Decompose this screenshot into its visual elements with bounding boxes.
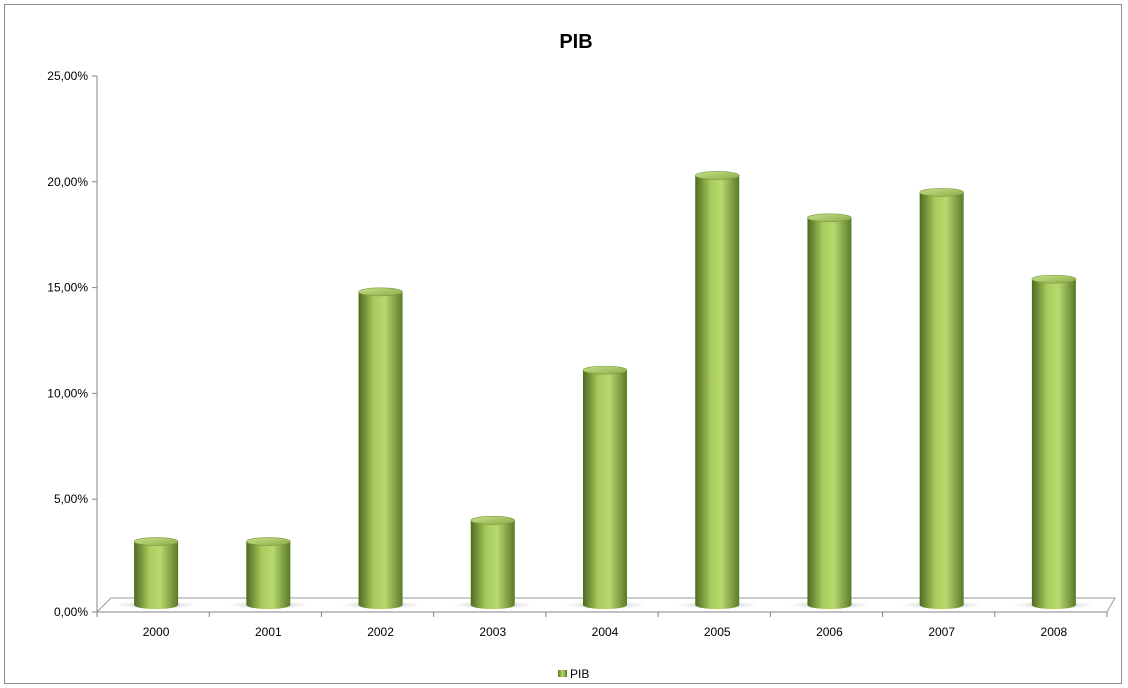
legend: PIB (558, 667, 589, 681)
legend-swatch (558, 670, 567, 677)
y-tick-label: 5,00% (54, 492, 88, 506)
bar-2005 (675, 171, 760, 609)
bar-body (358, 291, 403, 609)
x-tick-label: 2007 (928, 625, 955, 639)
bar-2002 (338, 287, 423, 609)
x-axis-tick-labels: 2000 2001 2002 2003 2004 2005 2006 2007 2008 (143, 625, 1068, 639)
bar-cap (807, 213, 852, 223)
bars (114, 171, 1096, 609)
y-tick-label: 15,00% (47, 281, 88, 295)
bar-body (470, 520, 515, 609)
bar-body (134, 541, 179, 609)
legend-label-pib: PIB (570, 667, 589, 681)
x-tick-label: 2000 (143, 625, 170, 639)
y-tick-label: 0,00% (54, 605, 88, 619)
x-tick-label: 2006 (816, 625, 843, 639)
x-tick-label: 2002 (367, 625, 394, 639)
bar-cap (358, 287, 403, 297)
bar-cap (582, 365, 628, 375)
chart-frame: PIB 0,00% 5,00% 10,00% 15,00% 20,00% 25,00% 2… (4, 4, 1122, 684)
bar-2006 (787, 213, 872, 609)
bar-cap (246, 537, 291, 546)
x-tick-label: 2004 (592, 625, 619, 639)
bar-body (919, 192, 964, 609)
x-tick-label: 2005 (704, 625, 731, 639)
y-tick-label: 10,00% (47, 386, 88, 400)
bar-cap (919, 188, 964, 197)
bar-cap (133, 537, 179, 546)
bar-cap (1031, 274, 1077, 284)
bar-2004 (563, 365, 647, 609)
y-tick-label: 20,00% (47, 175, 88, 189)
y-tick-label: 25,00% (47, 69, 88, 83)
bar-2003 (450, 516, 535, 609)
x-tick-label: 2001 (255, 625, 282, 639)
y-axis-tick-labels: 0,00% 5,00% 10,00% 15,00% 20,00% 25,00% (47, 69, 88, 619)
chart-title: PIB (559, 31, 592, 53)
bar-body (695, 175, 740, 609)
bar-body (807, 217, 852, 609)
x-tick-label: 2008 (1041, 625, 1068, 639)
bar-body (1031, 279, 1076, 609)
bar-body (246, 541, 291, 609)
chart-svg: PIB 0,00% 5,00% 10,00% 15,00% 20,00% 25,00% 2… (47, 31, 1116, 681)
bar-cap (470, 516, 516, 525)
bar-2007 (899, 188, 984, 609)
bar-2001 (226, 537, 311, 609)
bar-2008 (1012, 274, 1096, 609)
x-tick-label: 2003 (479, 625, 506, 639)
bar-2000 (114, 537, 198, 609)
bar-body (583, 370, 627, 609)
bar-cap (694, 171, 740, 180)
